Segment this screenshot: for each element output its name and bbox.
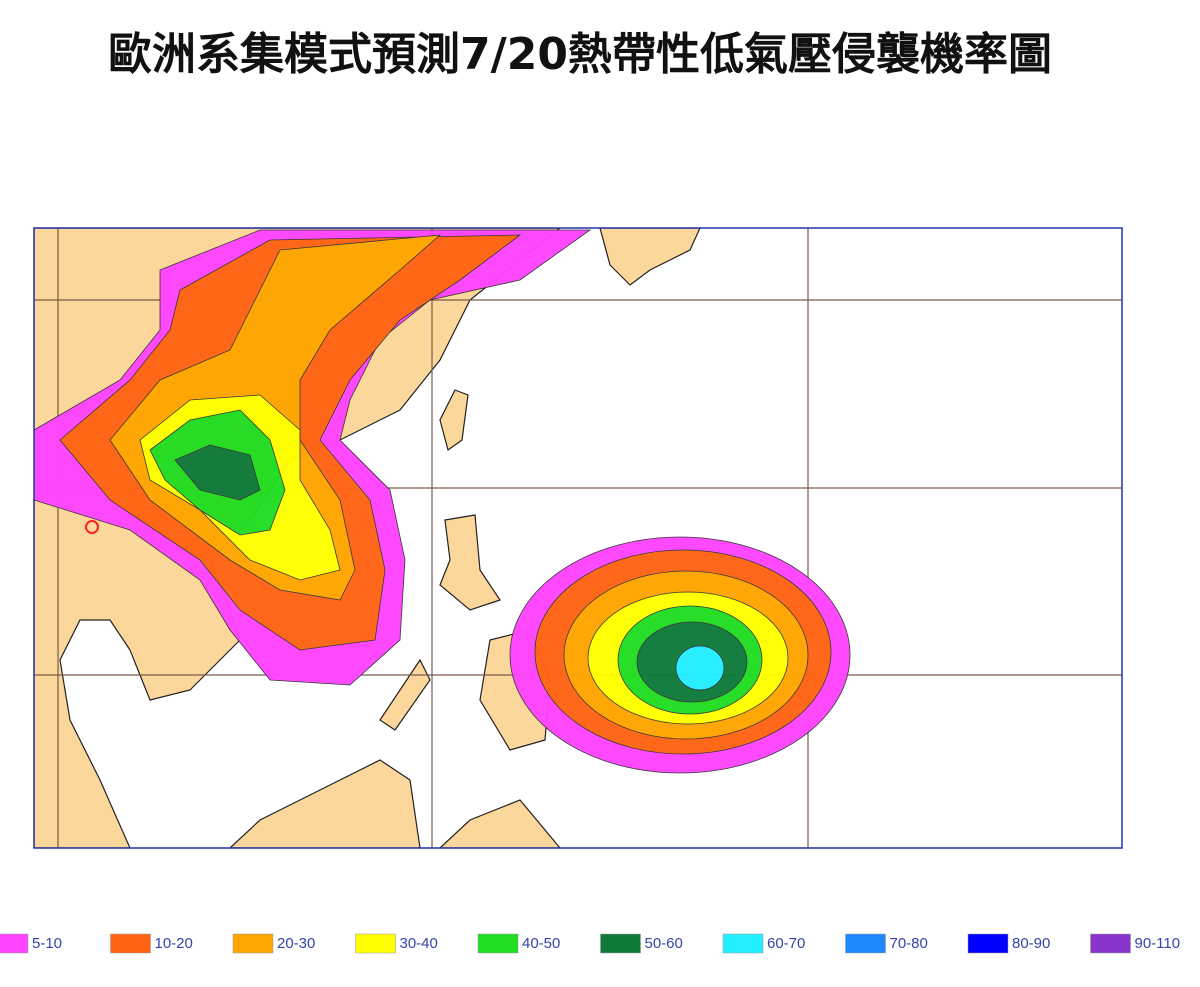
legend-swatch — [722, 933, 764, 954]
title: 歐洲系集模式預測7/20熱帶性低氣壓侵襲機率圖 — [108, 29, 1052, 80]
legend-label: 5-10 — [32, 935, 62, 952]
legend-label: 70-80 — [890, 935, 928, 952]
map-area — [34, 228, 1122, 848]
legend-label: 50-60 — [645, 935, 683, 952]
legend-label: 80-90 — [1012, 935, 1050, 952]
legend-label: 60-70 — [767, 935, 805, 952]
legend-swatch — [232, 933, 274, 954]
legend-swatch — [600, 933, 641, 954]
legend-swatch — [110, 933, 151, 954]
legend-swatch — [477, 933, 519, 954]
contour — [174, 444, 261, 501]
legend-label: 40-50 — [522, 935, 560, 952]
legend-swatch — [967, 933, 1009, 954]
legend-swatch — [355, 933, 396, 954]
legend-label: 90-110 — [1135, 935, 1181, 952]
legend-swatch — [0, 933, 29, 954]
probability-contours — [34, 229, 851, 774]
legend-label: 10-20 — [155, 935, 193, 952]
legend-swatch — [845, 933, 886, 954]
legend-swatch — [1090, 933, 1131, 954]
legend-label: 20-30 — [277, 935, 315, 952]
legend: 5-10 10-20 20-30 30-40 40-50 50-60 60-70 70-80 8… — [0, 933, 1181, 954]
legend-label: 30-40 — [400, 935, 438, 952]
contour — [675, 645, 725, 691]
